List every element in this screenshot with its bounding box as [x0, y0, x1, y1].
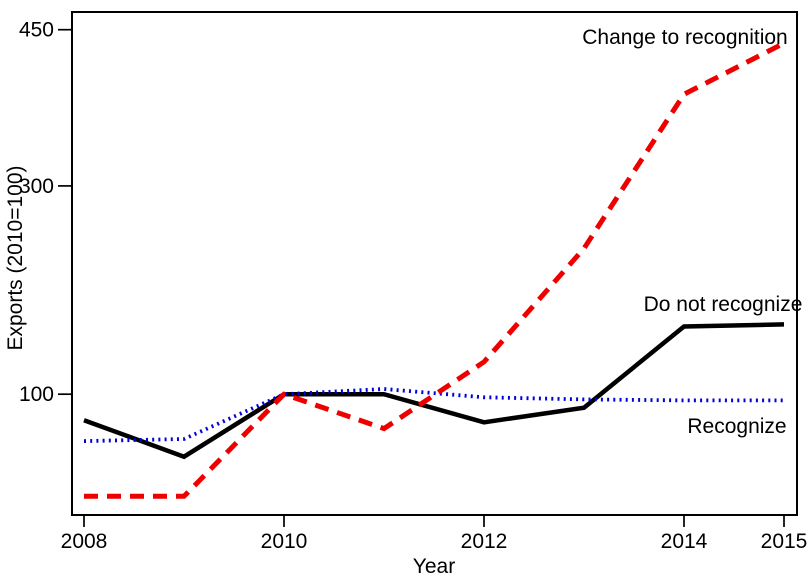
- x-tick-label-2015: 2015: [761, 530, 808, 553]
- series-line-change-to-recognition: [84, 40, 786, 499]
- series-line-do-not-recognize: [83, 322, 785, 460]
- label-change-to-recognition: Change to recognition: [582, 26, 787, 49]
- series-line-recognize: [83, 387, 784, 443]
- y-axis-title: Exports (2010=100): [4, 165, 27, 350]
- axis-ticks: 2008 2010 2012 2014 2015 100 300 450: [19, 19, 807, 553]
- label-recognize: Recognize: [687, 415, 786, 438]
- y-tick-label-450: 450: [19, 19, 54, 42]
- y-tick-label-300: 300: [19, 175, 54, 198]
- plot-area-border: [71, 11, 798, 516]
- x-tick-label-2014: 2014: [661, 530, 708, 553]
- x-axis-title: Year: [413, 555, 455, 578]
- series-lines: [83, 40, 786, 499]
- y-tick-label-100: 100: [19, 383, 54, 406]
- x-tick-label-2010: 2010: [261, 530, 308, 553]
- label-do-not-recognize: Do not recognize: [644, 293, 803, 316]
- x-tick-label-2012: 2012: [461, 530, 508, 553]
- x-tick-label-2008: 2008: [61, 530, 108, 553]
